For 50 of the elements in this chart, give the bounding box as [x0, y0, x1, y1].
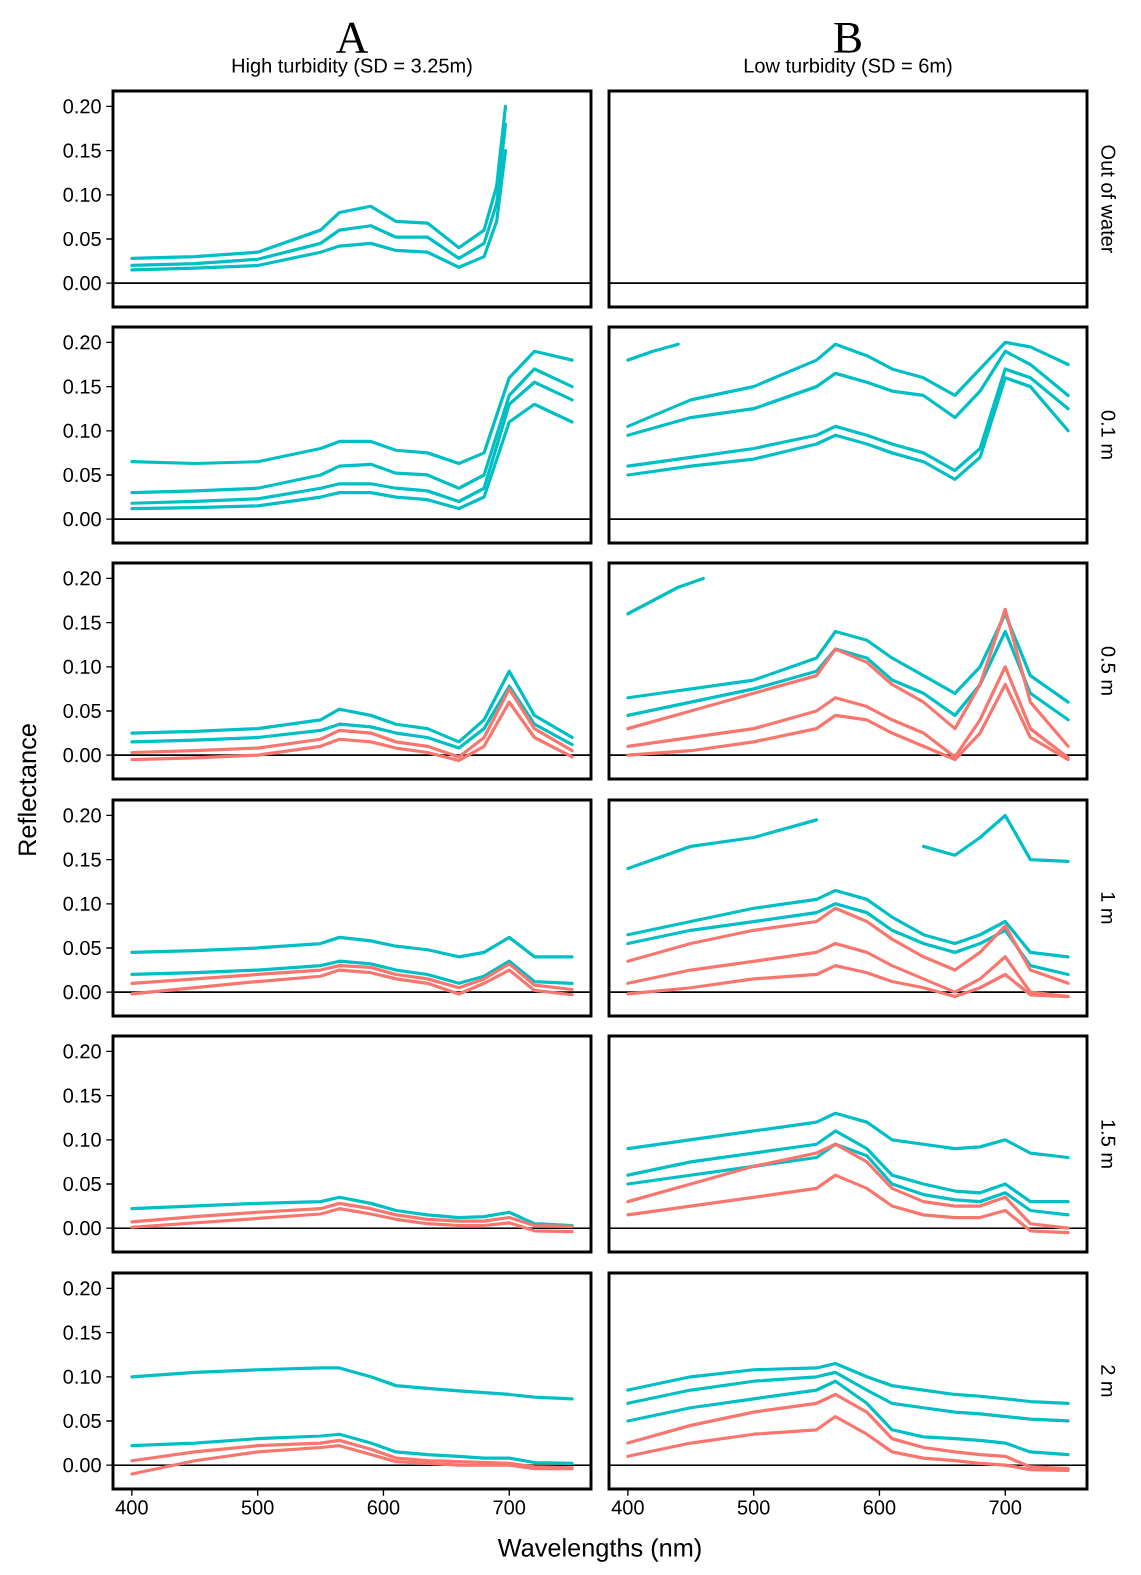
- y2-axis-title: 0.5 m: [1101, 646, 1116, 695]
- y-tick-label: 0.00: [63, 1458, 101, 1473]
- y-tick-label: 0.05: [63, 1413, 101, 1429]
- y-tick-label: 0.00: [63, 748, 101, 763]
- x-tick-label: 700: [493, 1500, 526, 1515]
- y-tick-label: 0.00: [63, 512, 101, 527]
- y-tick-label: 0.20: [63, 808, 101, 823]
- x-tick-label: 500: [241, 1500, 274, 1515]
- x-tick-label: 500: [737, 1500, 770, 1515]
- y-tick-label: 0.05: [63, 1176, 101, 1192]
- x-tick-label: 600: [367, 1500, 400, 1515]
- y-tick-label: 0.05: [63, 940, 101, 956]
- y-tick-label: 0.10: [63, 896, 101, 911]
- y-tick-label: 0.15: [63, 1088, 101, 1103]
- y-tick-label: 0.15: [63, 615, 101, 630]
- x-tick-label: 400: [611, 1500, 644, 1515]
- y-tick-label: 0.20: [63, 335, 101, 350]
- chart-title: B: [834, 22, 861, 53]
- y2-axis-title: 0.1 m: [1101, 410, 1116, 459]
- y-tick-label: 0.05: [63, 467, 101, 483]
- y-tick-label: 0.15: [63, 379, 101, 394]
- y-tick-label: 0.10: [63, 187, 101, 202]
- y-tick-label: 0.20: [63, 1281, 101, 1296]
- y2-axis-title: 2 m: [1101, 1365, 1116, 1397]
- y-tick-label: 0.10: [63, 659, 101, 674]
- y-tick-label: 0.20: [63, 571, 101, 586]
- x-tick-label: 600: [863, 1500, 896, 1515]
- y-tick-label: 0.00: [63, 276, 101, 291]
- x-tick-label: 400: [115, 1500, 148, 1515]
- y-tick-label: 0.15: [63, 1325, 101, 1340]
- y-tick-label: 0.15: [63, 143, 101, 158]
- y-tick-label: 0.10: [63, 1369, 101, 1384]
- y-tick-label: 0.05: [63, 231, 101, 247]
- y-tick-label: 0.20: [63, 99, 101, 114]
- y2-axis-title: Out of water: [1101, 145, 1116, 254]
- chart-subtitle: High turbidity (SD = 3.25m): [232, 58, 472, 77]
- y-tick-label: 0.00: [63, 985, 101, 1000]
- x-tick-label: 700: [989, 1500, 1022, 1515]
- y-tick-label: 0.10: [63, 423, 101, 438]
- y2-axis-title: 1.5 m: [1101, 1120, 1116, 1168]
- y-tick-label: 0.15: [63, 852, 101, 867]
- x-axis-title: Wavelengths (nm): [497, 1538, 701, 1562]
- chart-title: A: [336, 22, 369, 53]
- chart-subtitle: Low turbidity (SD = 6m): [744, 58, 952, 77]
- y-tick-label: 0.10: [63, 1132, 101, 1147]
- y-tick-label: 0.20: [63, 1044, 101, 1059]
- y-axis-title: Reflectance: [17, 724, 37, 855]
- y-tick-label: 0.05: [63, 703, 101, 719]
- y-tick-label: 0.00: [63, 1221, 101, 1236]
- y2-axis-title: 1 m: [1101, 892, 1116, 924]
